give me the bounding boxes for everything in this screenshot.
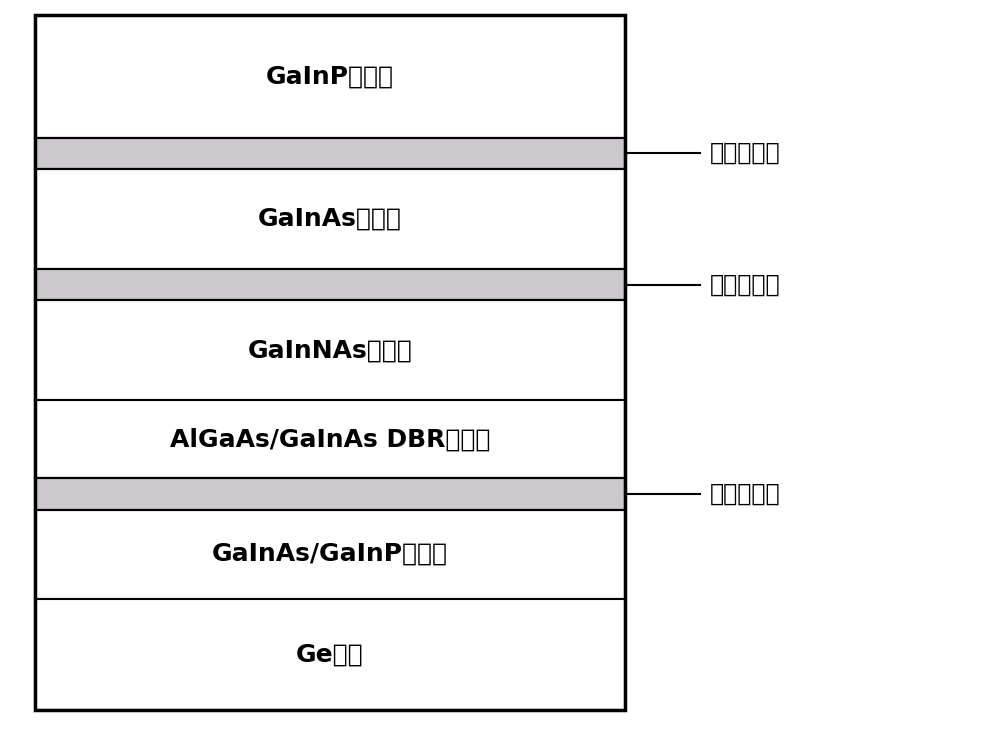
Bar [35,169,625,269]
Text: 第三隧道结: 第三隧道结 [710,482,781,506]
Bar [35,15,625,137]
Text: GaInAs/GaInP缓冲层: GaInAs/GaInP缓冲层 [212,542,448,566]
Text: 第二隧道结: 第二隧道结 [710,272,781,296]
Bar [35,599,625,710]
Text: 第一隧道结: 第一隧道结 [710,141,781,165]
Text: GaInNAs子电池: GaInNAs子电池 [248,338,412,362]
Bar [35,510,625,599]
Bar [35,478,625,510]
Text: GaInP子电池: GaInP子电池 [266,64,394,88]
Text: Ge衬底: Ge衬底 [296,642,364,666]
Bar [35,400,625,478]
Bar [35,269,625,300]
Bar [35,15,625,710]
Text: AlGaAs/GaInAs DBR反射层: AlGaAs/GaInAs DBR反射层 [170,427,490,451]
Bar [35,137,625,169]
Bar [35,300,625,400]
Text: GaInAs子电池: GaInAs子电池 [258,207,402,231]
